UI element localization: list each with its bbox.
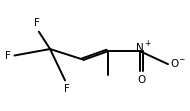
Text: F: F xyxy=(34,18,40,28)
Text: +: + xyxy=(144,39,150,48)
Text: F: F xyxy=(64,84,70,94)
Text: F: F xyxy=(5,51,11,60)
Text: O: O xyxy=(170,59,179,69)
Text: N: N xyxy=(136,43,144,53)
Text: −: − xyxy=(178,55,185,64)
Text: O: O xyxy=(137,75,145,85)
